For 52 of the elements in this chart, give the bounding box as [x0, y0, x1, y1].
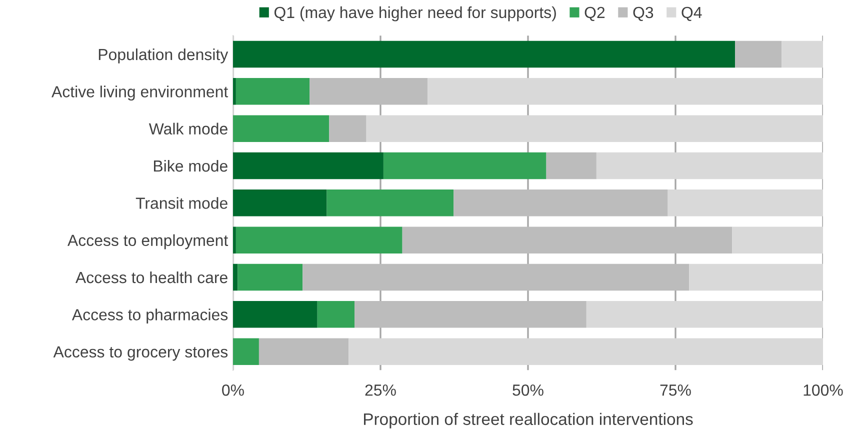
bar [258, 338, 349, 365]
bar [302, 264, 690, 291]
x-tick-label: 100% [804, 384, 843, 396]
y-tick-label: Access to health care [75, 271, 228, 284]
legend-label: Q3 [633, 6, 654, 22]
bar [348, 338, 823, 365]
bar [238, 264, 303, 291]
legend-label: Q4 [682, 6, 702, 22]
bar [383, 152, 546, 180]
bar [402, 226, 732, 254]
y-tick-label: Walk mode [148, 122, 228, 135]
x-tick-label: 25% [365, 384, 396, 396]
bar [233, 40, 736, 68]
bar [329, 115, 366, 142]
y-tick-label: Access to pharmacies [72, 308, 228, 324]
bar [546, 152, 596, 180]
y-tick-label: Bike mode [154, 160, 228, 172]
bar [454, 190, 668, 216]
y-tick-label: Access to grocery stores [53, 346, 228, 361]
x-axis-title: Proportion of street reallocation interventions [364, 412, 693, 428]
y-tick-label: Access to employment [68, 234, 228, 250]
bar [668, 190, 823, 216]
y-tick-label: Transit mode [136, 197, 228, 209]
bar [233, 226, 236, 254]
bar [732, 226, 823, 254]
bar [428, 78, 823, 105]
y-tick-label: Population density [98, 48, 228, 64]
bar [689, 264, 823, 291]
bar [317, 301, 355, 328]
bar [310, 78, 428, 105]
x-tick-label: 50% [512, 384, 544, 396]
bar [366, 115, 823, 142]
bar [782, 40, 823, 68]
bar [233, 190, 327, 216]
bar [233, 78, 236, 105]
legend-label: Q1 (may have higher need for supports) [274, 6, 556, 22]
x-tick-label: 75% [660, 384, 691, 396]
y-tick-label: Active living environment [52, 86, 228, 101]
bar [354, 301, 586, 328]
bar [233, 115, 330, 142]
bar [233, 264, 238, 291]
bar [326, 190, 454, 216]
bar [236, 78, 310, 105]
legend-label: Q2 [584, 6, 605, 22]
bar [596, 152, 823, 180]
bar [735, 40, 782, 68]
x-tick-label: 0% [222, 384, 244, 396]
bar [236, 226, 402, 254]
bar [233, 301, 318, 328]
bar [586, 301, 823, 328]
bar [233, 152, 384, 180]
bar [233, 338, 259, 365]
